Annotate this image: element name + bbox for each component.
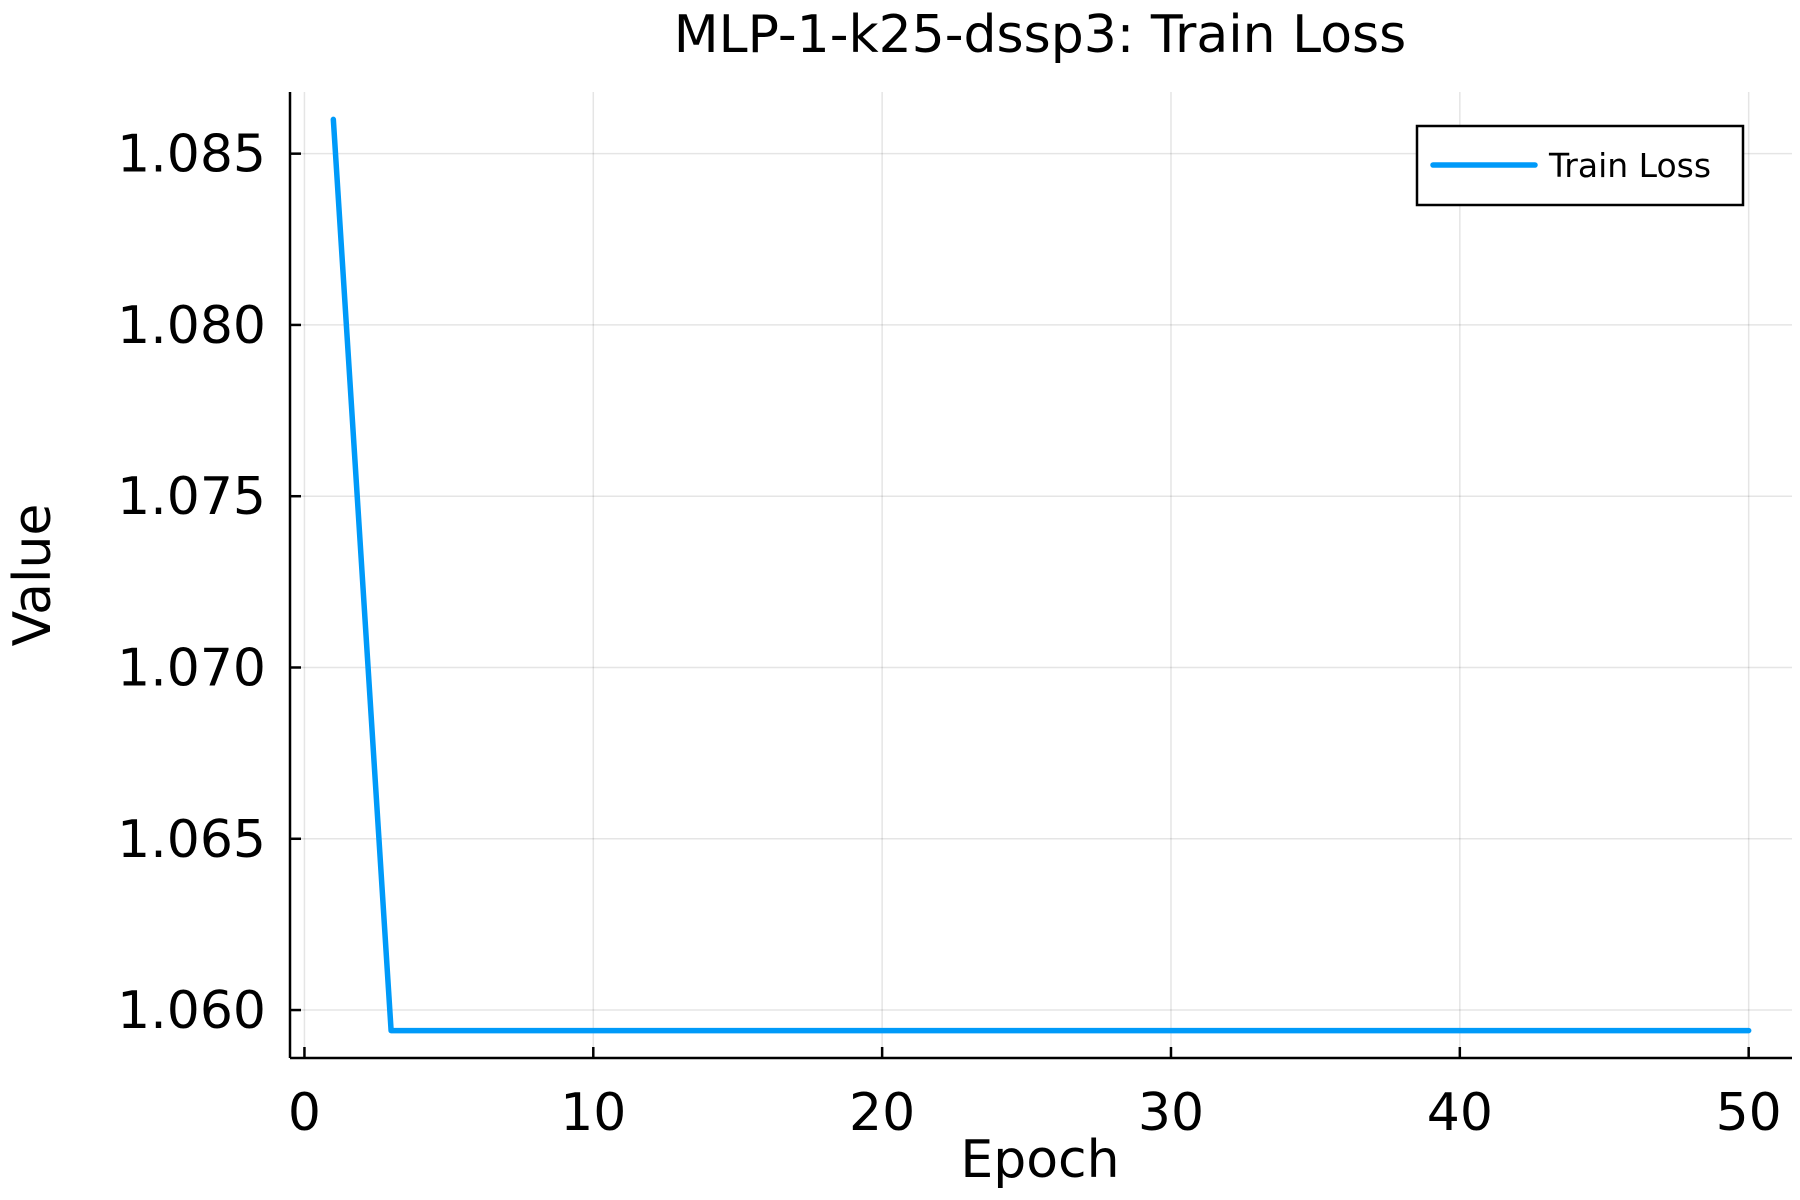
x-axis-ticks: 0 10 20 30 40 50 xyxy=(288,1047,1782,1143)
x-tick-label: 0 xyxy=(288,1083,321,1143)
series-layer xyxy=(330,116,1752,1034)
y-tick-label: 1.075 xyxy=(117,467,266,527)
y-tick-label: 1.080 xyxy=(117,296,266,356)
x-axis-label: Epoch xyxy=(960,1130,1119,1190)
y-tick-label: 1.060 xyxy=(117,981,266,1041)
x-grid xyxy=(303,92,1750,1058)
x-tick-label: 10 xyxy=(560,1083,626,1143)
x-tick-label: 20 xyxy=(849,1083,915,1143)
x-tick-label: 30 xyxy=(1138,1083,1204,1143)
y-axis-ticks: 1.060 1.065 1.070 1.075 1.080 1.085 xyxy=(117,125,301,1041)
legend: Train Loss xyxy=(1415,124,1745,207)
chart-title: MLP-1-k25-dssp3: Train Loss xyxy=(674,5,1406,65)
y-tick-label: 1.070 xyxy=(117,638,266,698)
series-line-train-loss xyxy=(330,116,1752,1034)
y-axis-label: Value xyxy=(3,504,63,647)
x-tick-label: 40 xyxy=(1427,1083,1493,1143)
x-tick-label: 50 xyxy=(1716,1083,1782,1143)
legend-label-train-loss: Train Loss xyxy=(1548,146,1711,185)
y-tick-label: 1.085 xyxy=(117,125,266,185)
y-tick-label: 1.065 xyxy=(117,810,266,870)
